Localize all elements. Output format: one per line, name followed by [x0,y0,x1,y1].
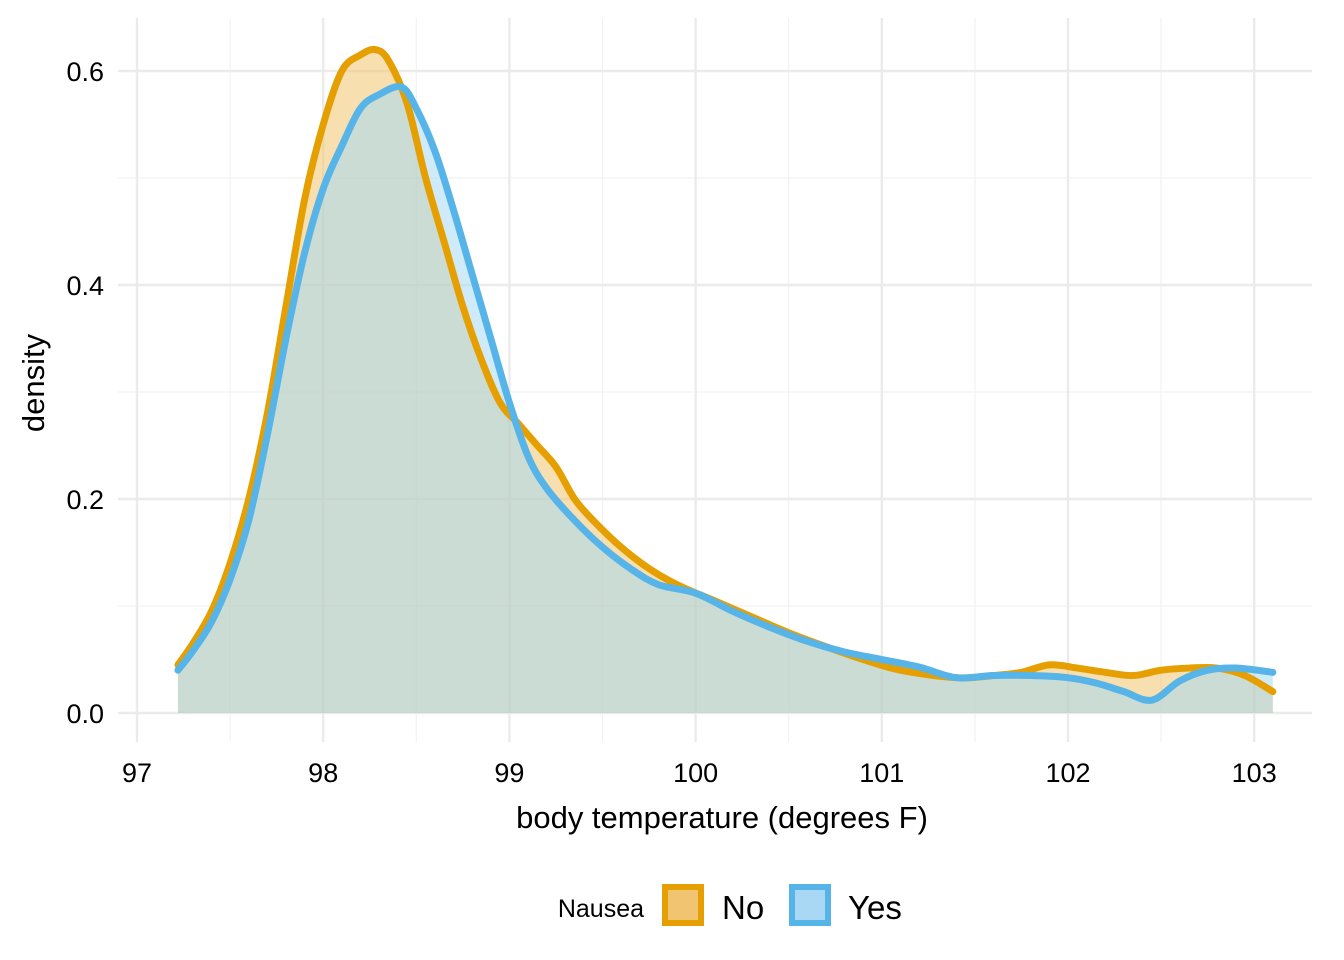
x-tick-label: 97 [122,758,152,788]
density-area-yes [177,86,1273,713]
density-lines [174,45,1277,704]
x-axis-title: body temperature (degrees F) [516,800,928,835]
x-tick-label: 101 [859,758,904,788]
legend-item-no: No [662,884,764,926]
x-tick-label: 99 [494,758,524,788]
legend-item-yes: Yes [789,884,902,926]
x-tick-label: 100 [673,758,718,788]
y-axis-title: density [16,333,51,432]
legend-label-no: No [722,889,764,926]
y-tick-label: 0.0 [66,699,104,729]
density-line-yes [174,83,1277,704]
x-tick-label: 103 [1232,758,1277,788]
density-areas [177,49,1273,713]
legend-key-no [662,884,704,926]
legend-title: Nausea [558,895,644,923]
legend-key-yes [789,884,831,926]
legend-label-yes: Yes [848,889,902,926]
x-axis-ticks: 97 98 99 100 101 102 103 [122,758,1277,788]
x-tick-label: 98 [308,758,338,788]
y-axis-ticks: 0.0 0.2 0.4 0.6 [66,57,104,729]
y-tick-label: 0.6 [66,57,104,87]
x-tick-label: 102 [1045,758,1090,788]
legend: Nausea No Yes [558,884,902,926]
y-tick-label: 0.2 [66,485,104,515]
y-tick-label: 0.4 [66,271,104,301]
density-line-no [174,45,1277,696]
